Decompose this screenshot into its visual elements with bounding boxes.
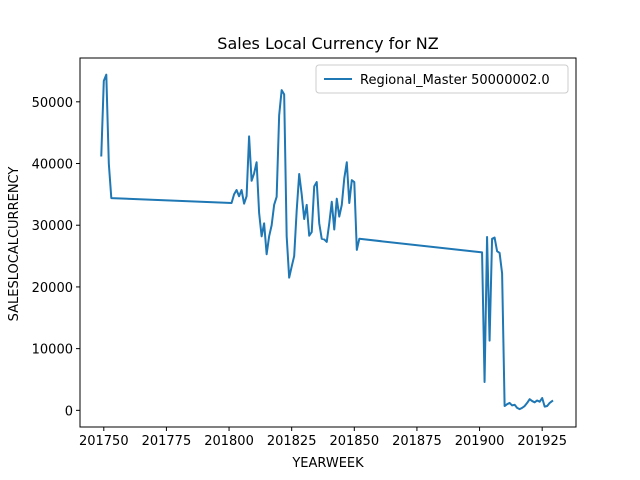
x-axis-label: YEARWEEK (291, 456, 364, 471)
x-tick-label: 201925 (517, 434, 567, 449)
y-axis-label: SALESLOCALCURRENCY (7, 167, 22, 322)
y-tick-label: 40000 (32, 158, 73, 173)
x-tick-label: 201850 (329, 434, 379, 449)
x-tick-label: 201775 (142, 434, 192, 449)
x-tick-label: 201750 (79, 434, 129, 449)
x-tick-label: 201825 (267, 434, 317, 449)
legend-label: Regional_Master 50000002.0 (360, 73, 550, 88)
y-tick-label: 10000 (32, 343, 73, 358)
y-tick-label: 0 (65, 404, 73, 419)
x-tick-label: 201900 (455, 434, 505, 449)
legend: Regional_Master 50000002.0 (315, 64, 569, 94)
x-tick-label: 201800 (204, 434, 254, 449)
series-line-0 (100, 73, 554, 411)
chart-title: Sales Local Currency for NZ (217, 34, 438, 53)
y-tick-label: 20000 (32, 281, 73, 296)
plot-area: 201750 201775 201800 201825 201850 201875 2019… (32, 57, 577, 449)
y-tick-label: 50000 (32, 96, 73, 111)
legend-box (315, 64, 569, 94)
x-tick-label: 201875 (392, 434, 442, 449)
axes-frame (79, 57, 577, 428)
y-tick-label: 30000 (32, 219, 73, 234)
